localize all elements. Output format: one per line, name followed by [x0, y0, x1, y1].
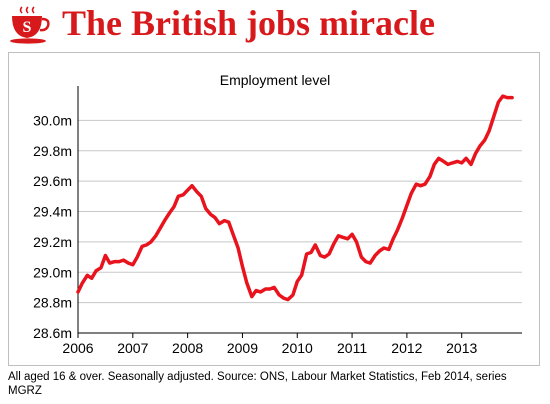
coffee-cup-s-icon: S [10, 6, 50, 44]
x-tick-label: 2007 [117, 340, 148, 356]
y-tick-label: 29.0m [33, 264, 72, 280]
header: S The British jobs miracle [0, 0, 550, 46]
x-tick-label: 2006 [62, 340, 93, 356]
y-tick-label: 30.0m [33, 112, 72, 128]
source-note: All aged 16 & over. Seasonally adjusted.… [8, 371, 507, 397]
series-layer [76, 94, 514, 302]
chart-panel [8, 52, 540, 366]
grid-layer [78, 119, 522, 334]
employment-series-line [76, 94, 514, 302]
x-tick-label: 2012 [391, 340, 422, 356]
x-tick-label: 2013 [446, 340, 477, 356]
headline: The British jobs miracle [62, 3, 435, 43]
x-tick-label: 2009 [227, 340, 258, 356]
x-tick-label: 2008 [172, 340, 203, 356]
label-layer: 28.6m 28.8m 29.0m 29.2m 29.4m 29.6m 29.8m 30.0m… [33, 112, 477, 356]
y-tick-label: 28.6m [33, 325, 72, 341]
y-tick-label: 29.2m [33, 234, 72, 250]
y-tick-label: 28.8m [33, 295, 72, 311]
employment-chart: 28.6m 28.8m 29.0m 29.2m 29.4m 29.6m 29.8m 30.0m… [33, 86, 522, 356]
x-tick-label: 2011 [337, 340, 367, 356]
y-tick-label: 29.4m [33, 204, 72, 220]
x-tick-label: 2010 [282, 340, 313, 356]
svg-text:S: S [23, 19, 32, 36]
y-tick-label: 29.8m [33, 143, 72, 159]
chart-title: Employment level [219, 72, 331, 88]
y-tick-label: 29.6m [33, 173, 72, 189]
